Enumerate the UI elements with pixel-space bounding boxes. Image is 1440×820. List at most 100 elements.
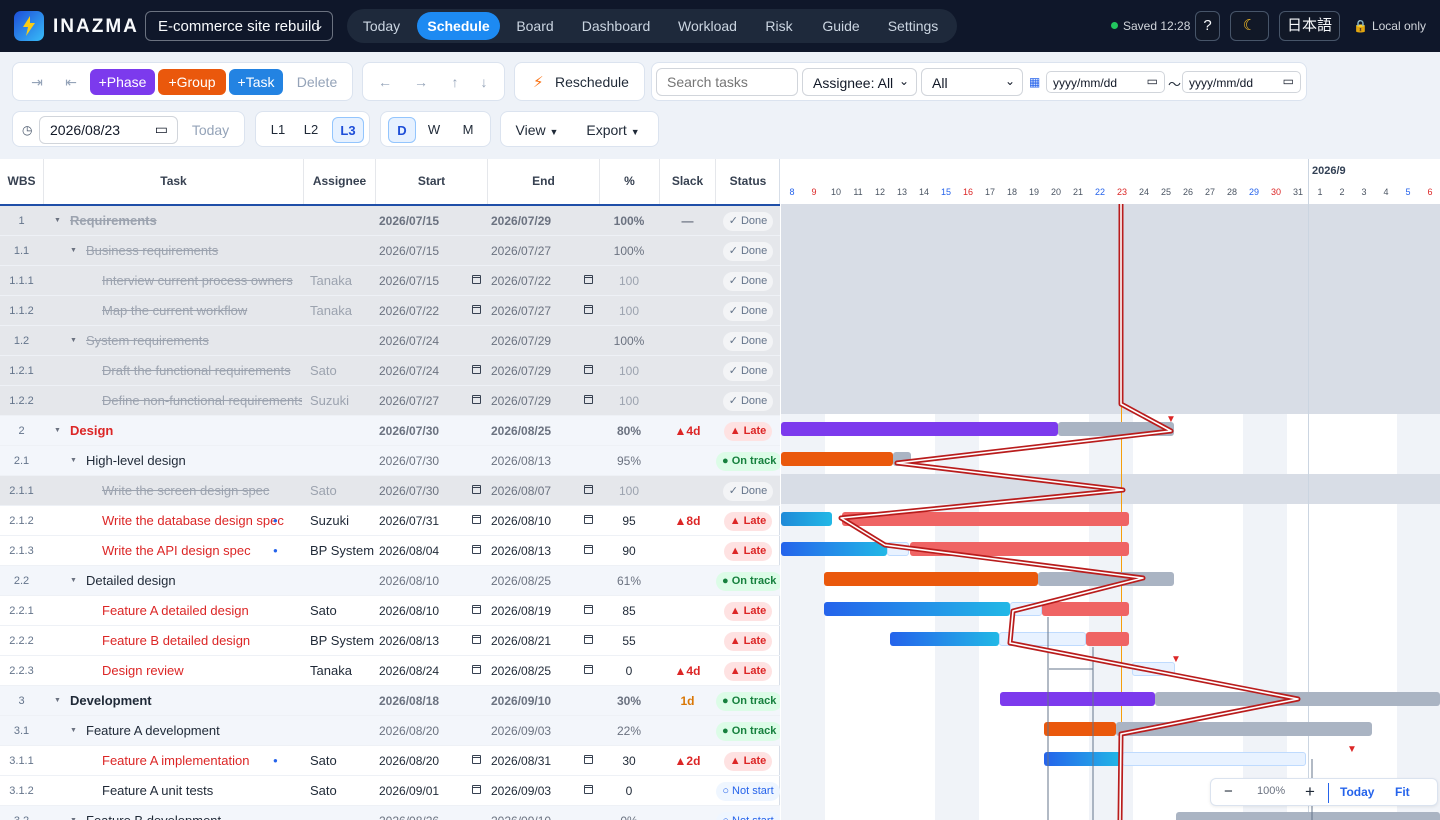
development-phase-bar[interactable] [1000, 692, 1155, 706]
go-today-button[interactable]: Today [191, 122, 230, 138]
table-row[interactable]: 1.2.1 Draft the functional requirements Sa… [0, 356, 780, 386]
percent-cell[interactable]: 100 [618, 304, 640, 318]
task-name[interactable]: ▼ Feature A development [44, 716, 302, 746]
task-name[interactable]: Feature B detailed design [102, 633, 251, 648]
table-row[interactable]: 1 ▼ Requirements 2026/07/15 2026/07/29 100% — ✓… [0, 206, 780, 236]
end-date-cell[interactable]: 2026/09/03 [490, 776, 598, 806]
start-date-cell[interactable]: 2026/08/10 [379, 574, 440, 588]
table-row[interactable]: 1.1.2 Map the current workflow Tanaka 2026/… [0, 296, 780, 326]
delete-button[interactable]: Delete [296, 74, 338, 90]
assignee-cell[interactable] [304, 326, 375, 356]
feature-a-design-late-bar[interactable] [1042, 602, 1129, 616]
assignee-filter[interactable]: Assignee: All ⌄ [802, 68, 917, 96]
start-date-cell[interactable]: 2026/08/20 [378, 746, 486, 776]
percent-cell[interactable]: 61% [616, 574, 642, 588]
feature-a-development-remaining-bar[interactable] [1116, 722, 1372, 736]
status-filter[interactable]: All ⌄ [921, 68, 1023, 96]
start-date-cell[interactable]: 2026/07/30 [379, 454, 440, 468]
assignee-cell[interactable]: Sato [310, 363, 337, 378]
assignee-cell[interactable] [304, 686, 375, 716]
scale-week-button[interactable]: W [427, 122, 441, 137]
start-date-cell[interactable]: 2026/08/04 [378, 536, 486, 566]
header-start[interactable]: Start [376, 159, 488, 204]
move-down-button[interactable]: ↓ [480, 74, 488, 90]
tab-schedule[interactable]: Schedule [417, 12, 500, 40]
task-name[interactable]: Feature A unit tests [102, 783, 214, 798]
assignee-cell[interactable] [304, 566, 375, 596]
end-date-cell[interactable]: 2026/07/27 [490, 296, 598, 326]
task-name[interactable]: Interview current process owners [102, 273, 293, 288]
detailed-design-bar[interactable] [824, 572, 1038, 586]
add-task-button[interactable]: +Task [229, 69, 283, 95]
assignee-cell[interactable]: BP System [310, 633, 375, 648]
start-date-cell[interactable]: 2026/08/10 [378, 596, 486, 626]
start-date-cell[interactable]: 2026/07/15 [378, 266, 486, 296]
move-up-button[interactable]: ↑ [451, 74, 459, 90]
table-row[interactable]: 3.2▼Feature B development 2026/08/26 2026/… [0, 806, 780, 820]
task-name[interactable]: ▼Feature B development [44, 806, 302, 820]
assignee-cell[interactable]: Sato [310, 783, 337, 798]
current-date-input[interactable]: 2026/08/23 ▭ [39, 116, 178, 144]
assignee-cell[interactable]: BP System [310, 543, 375, 558]
zoom-in-button[interactable]: + [1305, 782, 1315, 801]
table-row[interactable]: 2.2 ▼ Detailed design 2026/08/10 2026/08/25 6… [0, 566, 780, 596]
start-date-cell[interactable]: 2026/07/15 [379, 244, 440, 258]
assignee-cell[interactable] [304, 716, 375, 746]
percent-cell[interactable]: 100% [613, 334, 645, 348]
assignee-cell[interactable]: Sato [310, 753, 337, 768]
assignee-cell[interactable]: Sato [310, 483, 337, 498]
tab-today[interactable]: Today [362, 18, 401, 34]
task-name[interactable]: ▼ High-level design [44, 446, 302, 476]
end-date-cell[interactable]: 2026/08/13 [491, 454, 552, 468]
start-date-cell[interactable]: 2026/07/24 [379, 334, 440, 348]
feature-a-development-bar[interactable] [1044, 722, 1116, 736]
start-date-cell[interactable]: 2026/08/20 [379, 724, 440, 738]
table-row[interactable]: 3 ▼ Development 2026/08/18 2026/09/10 30% 1d ● … [0, 686, 780, 716]
design-phase-bar[interactable] [781, 422, 1058, 436]
task-name[interactable]: ▼ System requirements [44, 326, 302, 356]
task-name[interactable]: ▼ Business requirements [44, 236, 302, 266]
percent-cell[interactable]: 30% [616, 694, 642, 708]
reschedule-button[interactable]: ⚡ Reschedule [514, 62, 645, 101]
collapse-caret-icon[interactable]: ▼ [70, 577, 77, 584]
header-percent[interactable]: % [600, 159, 660, 204]
start-date-cell[interactable]: 2026/07/27 [378, 386, 486, 416]
percent-cell[interactable]: 55 [622, 634, 636, 648]
feature-b-development-bar[interactable] [1176, 812, 1440, 820]
task-name[interactable]: Design review [102, 663, 184, 678]
end-date-cell[interactable]: 2026/07/29 [490, 386, 598, 416]
end-date-cell[interactable]: 2026/07/29 [490, 356, 598, 386]
table-row[interactable]: 2.2.1 Feature A detailed design Sato 2026/0… [0, 596, 780, 626]
start-date-cell[interactable]: 2026/07/22 [378, 296, 486, 326]
database-design-progress-bar[interactable] [781, 512, 832, 526]
header-slack[interactable]: Slack [660, 159, 716, 204]
tab-risk[interactable]: Risk [765, 18, 793, 34]
end-date-cell[interactable]: 2026/08/31 [490, 746, 598, 776]
view-menu-button[interactable]: View ▼ [515, 122, 559, 138]
assignee-cell[interactable]: Tanaka [310, 273, 352, 288]
dark-mode-button[interactable]: ☾ [1230, 11, 1269, 41]
assignee-cell[interactable] [304, 446, 375, 476]
table-row[interactable]: 2 ▼ Design 2026/07/30 2026/08/25 80% ▲4d ▲ Late [0, 416, 780, 446]
end-date-cell[interactable]: 2026/08/25 [491, 424, 552, 438]
end-date-cell[interactable]: 2026/09/10 [490, 806, 598, 820]
percent-cell[interactable]: 80% [616, 424, 642, 438]
task-name[interactable]: ▼ Design [44, 416, 302, 446]
table-row[interactable]: 3.1.1 Feature A implementation ● Sato 2026/0… [0, 746, 780, 776]
task-name[interactable]: Feature A detailed design [102, 603, 249, 618]
collapse-caret-icon[interactable]: ▼ [70, 337, 77, 344]
assignee-cell[interactable]: Tanaka [310, 663, 352, 678]
end-date-cell[interactable]: 2026/08/07 [490, 476, 598, 506]
percent-cell[interactable]: 100 [618, 394, 640, 408]
table-row[interactable]: 3.1.2 Feature A unit tests Sato 2026/09/01 2… [0, 776, 780, 806]
percent-cell[interactable]: 100% [613, 214, 645, 228]
feature-a-implementation-progress-bar[interactable] [1044, 752, 1122, 766]
header-assignee[interactable]: Assignee [304, 159, 376, 204]
collapse-caret-icon[interactable]: ▼ [70, 806, 77, 820]
end-date-cell[interactable]: 2026/08/25 [490, 656, 598, 686]
collapse-caret-icon[interactable]: ▼ [54, 217, 61, 224]
percent-cell[interactable]: 0 [625, 784, 633, 798]
assignee-cell[interactable]: Tanaka [310, 303, 352, 318]
task-name[interactable]: Define non-functional requirements [102, 393, 302, 408]
percent-cell[interactable]: 30 [622, 754, 636, 768]
